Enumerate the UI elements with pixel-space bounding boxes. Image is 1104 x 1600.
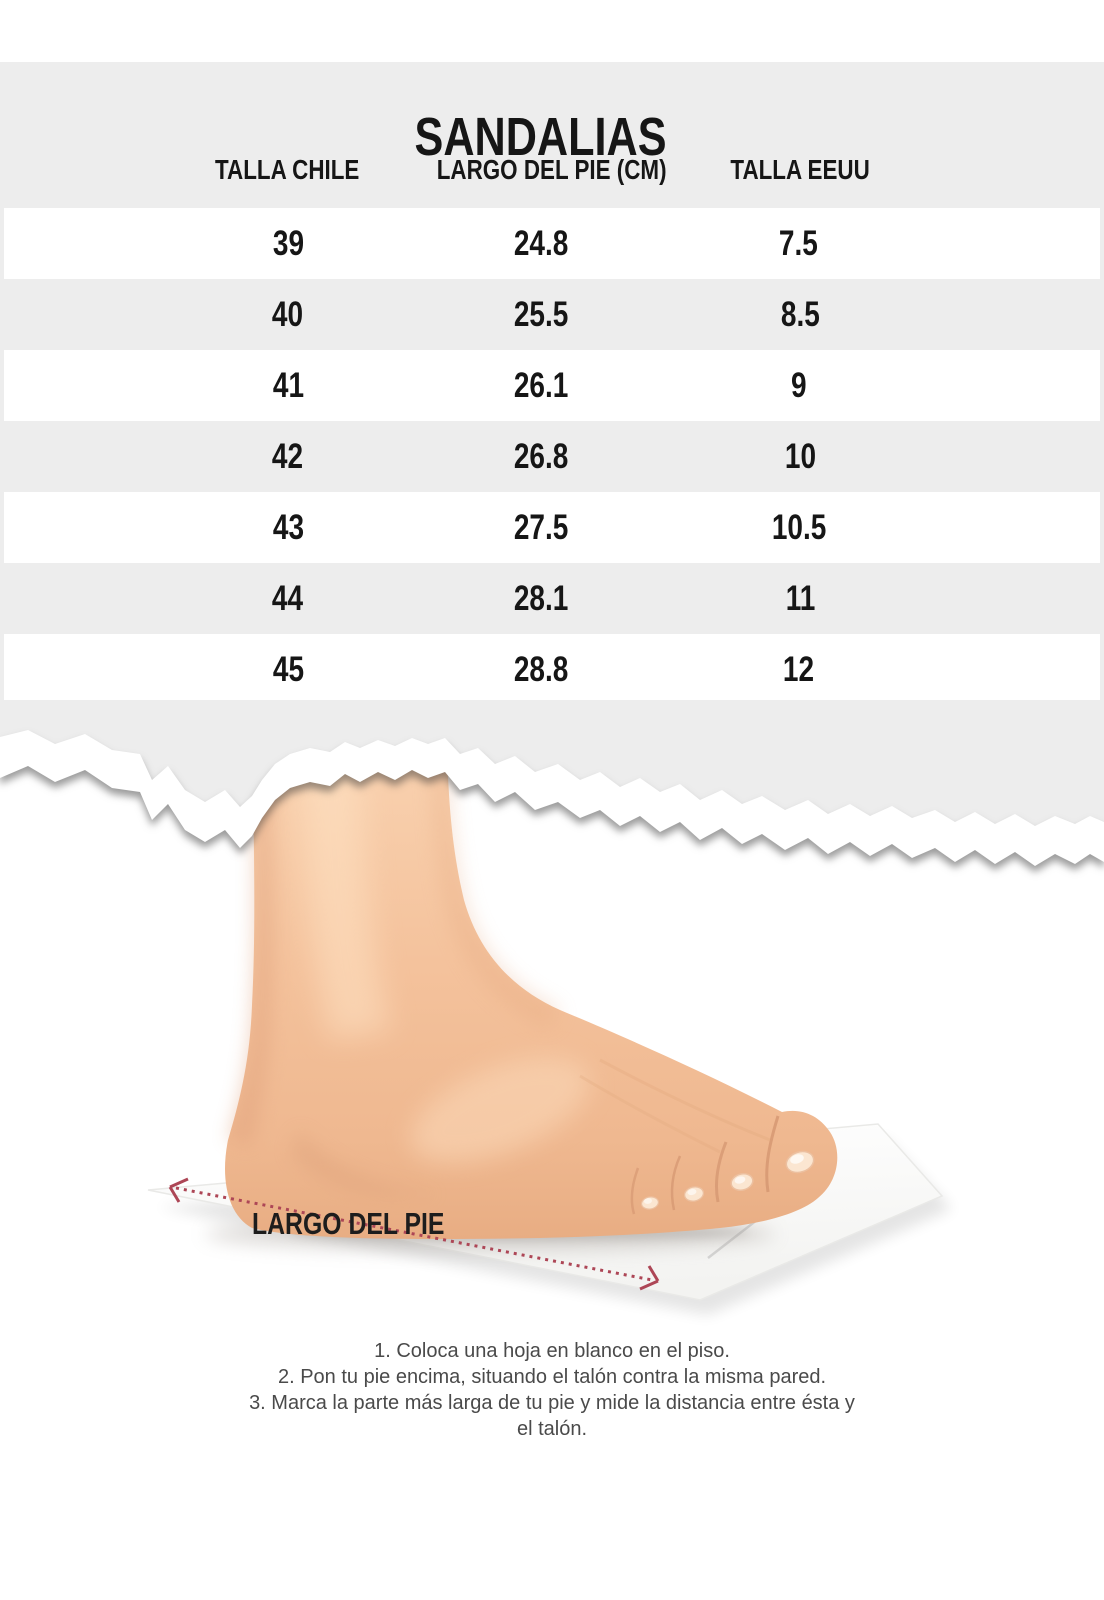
table-row-45: 45 28.8 12 — [4, 634, 1100, 705]
cell-talla-eeuu: 10.5 — [771, 507, 826, 547]
arrowhead-end — [639, 1265, 660, 1291]
column-header-talla-eeuu: TALLA EEUU — [730, 154, 871, 185]
cell-talla-chile: 41 — [273, 365, 305, 405]
cell-talla-eeuu: 7.5 — [779, 223, 819, 263]
toe-crease-3 — [670, 1155, 682, 1211]
instruction-steps: 1. Coloca una hoja en blanco en el piso.… — [242, 1338, 862, 1442]
foot-length-label: LARGO DEL PIE — [252, 1206, 445, 1241]
cell-largo-pie: 28.8 — [513, 649, 569, 689]
torn-paper-edge — [0, 700, 1104, 866]
leg-left-shading — [228, 740, 274, 1146]
size-chart-panel: SANDALIAS TALLA CHILE LARGO DEL PIE (CM)… — [0, 62, 1104, 705]
torn-white-strip — [0, 730, 1104, 866]
table-row-39: 39 24.8 7.5 — [4, 208, 1100, 279]
table-row-40: 40 25.5 8.5 — [0, 279, 1104, 350]
cell-talla-eeuu: 8.5 — [780, 294, 820, 334]
table-row-42: 42 26.8 10 — [0, 421, 1104, 492]
instruction-step-2: 2. Pon tu pie encima, situando el talón … — [277, 1366, 827, 1388]
cell-talla-eeuu: 10 — [784, 436, 816, 476]
leg-foot — [225, 740, 838, 1239]
foot-measurement-photo — [147, 740, 952, 1315]
toe-crease-1 — [765, 1115, 780, 1193]
column-header-largo-del-pie: LARGO DEL PIE (CM) — [437, 154, 668, 185]
cell-talla-eeuu: 11 — [785, 578, 816, 618]
cell-talla-chile: 43 — [273, 507, 305, 547]
table-row-41: 41 26.1 9 — [4, 350, 1100, 421]
cell-talla-chile: 39 — [273, 223, 305, 263]
measurement-instructions: 1. Coloca una hoja en blanco en el piso.… — [0, 1338, 1104, 1442]
table-row-44: 44 28.1 11 — [0, 563, 1104, 634]
cell-largo-pie: 25.5 — [513, 294, 569, 334]
column-header-talla-chile: TALLA CHILE — [214, 154, 360, 185]
foot-tendon-line-1 — [599, 1058, 771, 1142]
cell-largo-pie: 28.1 — [513, 578, 569, 618]
instep-highlight — [410, 1057, 590, 1163]
shin-highlight — [300, 760, 390, 1040]
table-body: 39 24.8 7.5 40 25.5 8.5 41 26.1 9 42 26.… — [0, 208, 1104, 705]
cell-talla-chile: 45 — [273, 649, 305, 689]
cell-largo-pie: 26.8 — [513, 436, 569, 476]
cell-talla-eeuu: 12 — [782, 649, 815, 689]
toenails — [640, 1150, 815, 1210]
measurement-arrow — [168, 1177, 660, 1291]
table-header-row: TALLA CHILE LARGO DEL PIE (CM) TALLA EEU… — [0, 148, 1104, 192]
cell-largo-pie: 27.5 — [513, 507, 569, 547]
heel-shading — [290, 1130, 440, 1197]
cell-talla-chile: 44 — [271, 578, 303, 618]
cell-largo-pie: 26.1 — [513, 365, 569, 405]
chart-title: SANDALIAS — [0, 106, 1104, 168]
cell-talla-chile: 40 — [271, 294, 303, 334]
cell-talla-eeuu: 9 — [790, 365, 807, 405]
cell-talla-chile: 42 — [271, 436, 303, 476]
instruction-step-1: 1. Coloca una hoja en blanco en el piso. — [374, 1340, 730, 1362]
chart-title-text: SANDALIAS — [414, 107, 667, 168]
foot-tendon-line-2 — [579, 1074, 721, 1154]
instruction-step-3: 3. Marca la parte más larga de tu pie y … — [249, 1392, 855, 1440]
arrowhead-start — [168, 1177, 189, 1203]
cell-largo-pie: 24.8 — [513, 223, 569, 263]
toe-crease-4 — [630, 1167, 640, 1215]
table-row-43: 43 27.5 10.5 — [4, 492, 1100, 563]
toe-crease-2 — [714, 1141, 728, 1203]
